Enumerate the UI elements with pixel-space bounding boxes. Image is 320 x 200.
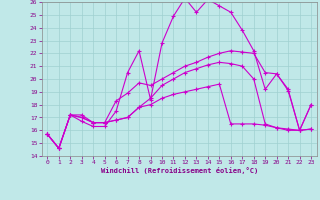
X-axis label: Windchill (Refroidissement éolien,°C): Windchill (Refroidissement éolien,°C): [100, 167, 258, 174]
